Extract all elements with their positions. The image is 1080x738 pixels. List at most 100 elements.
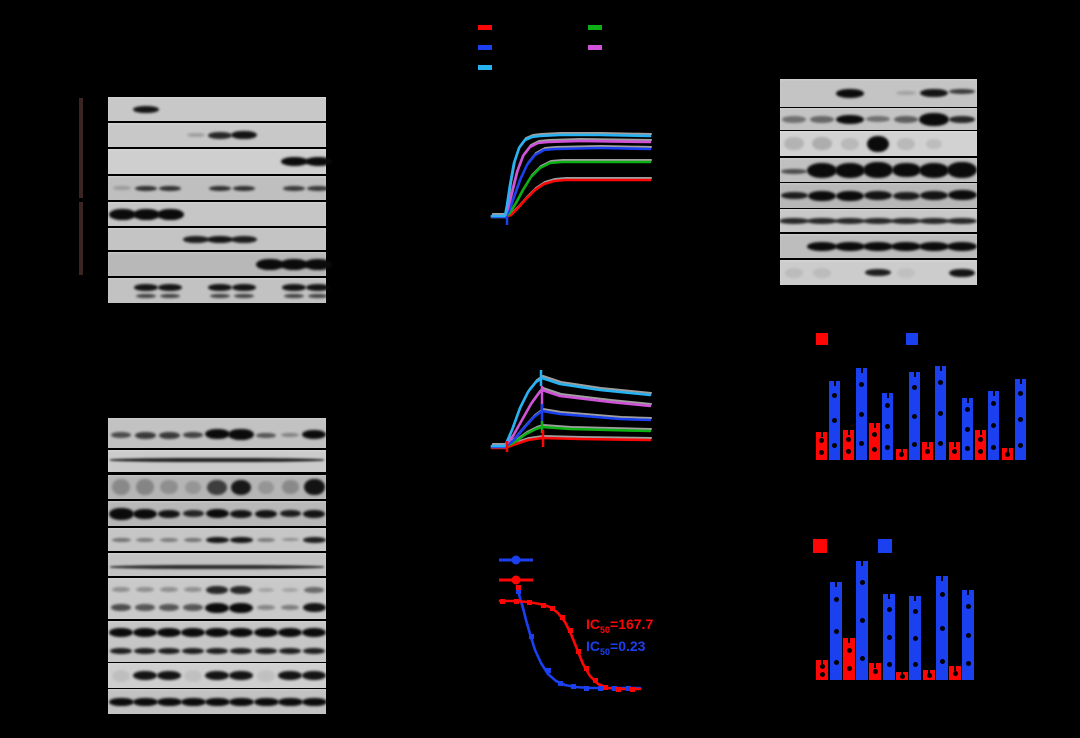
dose-response-marker-blue	[545, 667, 551, 673]
blot-band	[205, 536, 229, 543]
bar-chart-bottom-right-legend-square-red	[813, 539, 827, 553]
blot-band	[255, 647, 277, 654]
blot-band	[782, 115, 806, 123]
error-bar	[966, 398, 969, 403]
data-dot	[938, 440, 943, 446]
blot-band	[258, 587, 274, 592]
blot-band	[836, 88, 864, 98]
blot-band	[896, 91, 916, 95]
blot-band	[835, 162, 865, 178]
data-dot	[1018, 391, 1023, 397]
blot-band	[207, 479, 227, 495]
blot-band	[306, 284, 330, 291]
blot-band	[110, 564, 324, 569]
dose-response-marker-blue	[528, 633, 534, 639]
blot-band	[233, 185, 255, 191]
data-dot	[819, 663, 825, 669]
blot-band	[156, 208, 184, 220]
data-dot	[859, 656, 865, 662]
blot-top-left-strip-7	[108, 252, 332, 276]
blot-band	[919, 241, 949, 251]
spr-sensorgram-1-fit-red	[492, 177, 652, 216]
blot-band	[301, 697, 327, 706]
blot-band	[281, 480, 299, 494]
blot-band	[303, 509, 325, 518]
data-dot	[912, 385, 917, 391]
blot-band	[205, 671, 229, 680]
ic50-annotation-red: IC50=167.7	[586, 616, 654, 635]
data-dot	[991, 445, 996, 451]
blot-band	[302, 429, 326, 439]
blot-band	[134, 647, 156, 654]
blot-band	[205, 628, 229, 637]
blot-bottom-left-strip-3	[108, 475, 326, 499]
blot-band	[304, 586, 324, 593]
blot-band	[229, 602, 253, 613]
spr-sensorgram-2-fit-red	[492, 435, 652, 447]
blot-band	[257, 537, 275, 542]
blot-band	[254, 628, 278, 637]
blot-band	[132, 208, 160, 220]
blot-band	[134, 284, 158, 291]
blot-band	[308, 293, 328, 298]
spr-sensorgram-1-fit-magenta	[492, 138, 652, 215]
blot-band	[892, 191, 920, 200]
blot-band	[182, 647, 204, 654]
blot-band	[920, 191, 948, 200]
blot-band	[863, 217, 893, 224]
blot-band	[919, 162, 949, 178]
bar-chart-bottom-right-bar-red-1	[816, 660, 828, 680]
data-dot	[912, 608, 918, 614]
error-bar	[821, 660, 823, 665]
error-bar	[833, 381, 836, 386]
dose-response-marker-blue	[515, 588, 521, 594]
blot-top-right-strip-2	[780, 108, 977, 130]
blot-band	[947, 162, 977, 178]
blot-band	[205, 509, 229, 518]
data-dot	[859, 411, 864, 417]
data-dot	[886, 606, 892, 612]
blot-band	[185, 480, 201, 494]
error-bar	[953, 442, 956, 447]
blot-band	[808, 190, 836, 201]
data-dot	[991, 400, 996, 406]
blot-bottom-left-strip-1	[108, 418, 326, 448]
error-bar	[848, 638, 850, 643]
blot-band	[160, 587, 178, 592]
dose-response-marker-red	[567, 627, 573, 633]
blot-top-left-strip-2	[108, 123, 326, 147]
blot-band	[785, 267, 803, 278]
blot-band	[111, 604, 131, 611]
data-dot	[925, 448, 930, 454]
spr-sensorgram-2-curve-blue	[490, 409, 652, 449]
error-bar	[992, 391, 995, 396]
blot-band	[947, 241, 977, 251]
blot-band	[863, 241, 893, 251]
blot-band	[183, 432, 203, 438]
blot-band	[187, 133, 205, 137]
blot-band	[278, 671, 302, 680]
error-bar	[860, 368, 863, 373]
dose-response-marker-red	[549, 605, 555, 611]
blot-band	[183, 604, 203, 611]
blot-band	[136, 587, 154, 592]
data-dot	[939, 625, 945, 631]
blot-bottom-left-strip-7	[108, 578, 326, 619]
blot-band	[253, 697, 279, 706]
data-dot	[819, 671, 825, 677]
spr-sensorgram-2-fit-magenta	[492, 387, 652, 445]
data-dot	[846, 648, 852, 654]
data-dot	[965, 632, 971, 638]
blot-bottom-left-strip-4	[108, 501, 326, 526]
blot-band	[160, 293, 180, 298]
blot-top-left-strip-6	[108, 228, 326, 250]
blot-band	[836, 190, 864, 201]
blot-band	[863, 162, 893, 178]
blot-band	[158, 431, 180, 439]
data-dot	[885, 445, 890, 451]
blot-top-left-strip-8	[108, 278, 330, 303]
data-dot	[1018, 442, 1023, 448]
spr-sensorgram-1-curve-magenta	[490, 139, 652, 218]
blot-band	[302, 603, 326, 612]
blot-band	[183, 235, 209, 243]
